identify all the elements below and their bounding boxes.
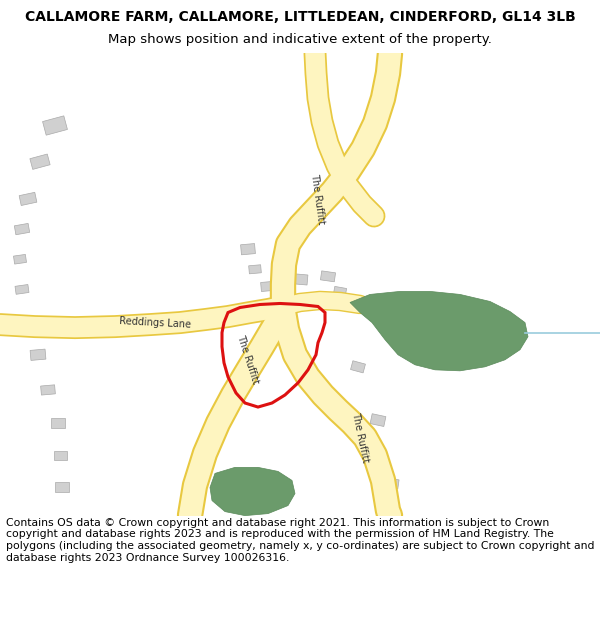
- Bar: [55, 482, 69, 492]
- Bar: [370, 414, 386, 426]
- Bar: [320, 271, 335, 282]
- Bar: [30, 349, 46, 361]
- Bar: [241, 244, 256, 255]
- Text: CALLAMORE FARM, CALLAMORE, LITTLEDEAN, CINDERFORD, GL14 3LB: CALLAMORE FARM, CALLAMORE, LITTLEDEAN, C…: [25, 9, 575, 24]
- Bar: [14, 223, 29, 235]
- Polygon shape: [210, 468, 295, 516]
- Bar: [248, 265, 262, 274]
- Bar: [385, 478, 399, 489]
- Text: Map shows position and indicative extent of the property.: Map shows position and indicative extent…: [108, 33, 492, 46]
- Bar: [30, 154, 50, 169]
- Bar: [292, 274, 308, 285]
- Text: The Ruffitt: The Ruffitt: [310, 173, 326, 225]
- Bar: [334, 286, 347, 296]
- Bar: [41, 385, 55, 395]
- Bar: [20, 318, 35, 328]
- Bar: [51, 418, 65, 428]
- Text: The Ruffitt: The Ruffitt: [235, 334, 260, 386]
- Polygon shape: [350, 291, 528, 371]
- Bar: [53, 451, 67, 460]
- Text: The Ruffitt: The Ruffitt: [350, 411, 370, 463]
- Bar: [14, 254, 26, 264]
- Bar: [260, 281, 275, 291]
- Bar: [350, 361, 365, 373]
- Bar: [43, 116, 67, 135]
- Bar: [15, 284, 29, 294]
- Text: Reddings Lane: Reddings Lane: [119, 316, 191, 329]
- Bar: [19, 192, 37, 206]
- Text: Contains OS data © Crown copyright and database right 2021. This information is : Contains OS data © Crown copyright and d…: [6, 518, 595, 562]
